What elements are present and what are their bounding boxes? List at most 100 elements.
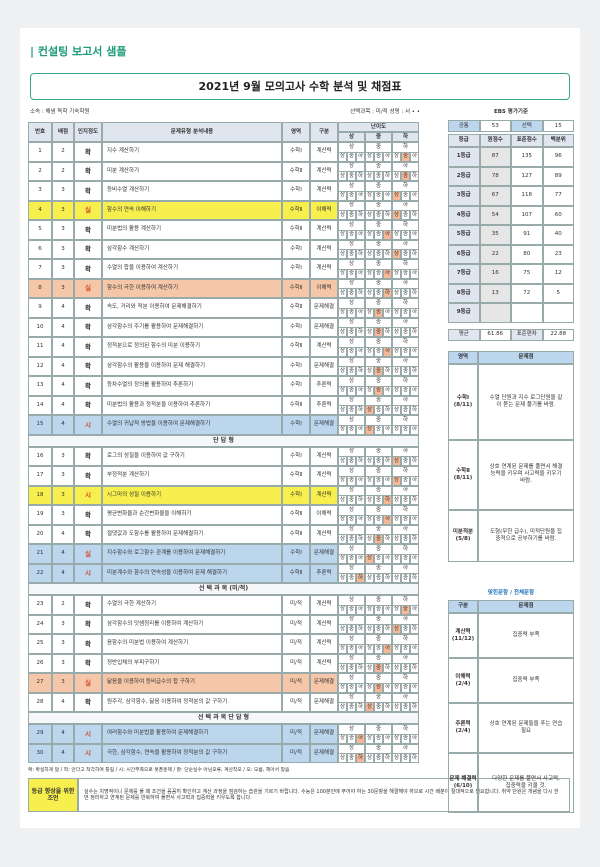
difficulty-cell: 중	[374, 190, 383, 201]
cell-level: 확	[74, 239, 102, 259]
panel-text: 집중력 부족	[478, 613, 574, 658]
cell-level: 확	[74, 317, 102, 337]
cell-content: 로그의 성질을 이용하여 값 구하기	[102, 446, 282, 466]
difficulty-cell: 하	[383, 475, 392, 486]
difficulty-cell: 하	[410, 663, 419, 673]
difficulty-group-label: 하	[392, 239, 419, 250]
cell-content: 여러함수와 미분법을 활용하여 문제해결하기	[102, 724, 282, 744]
difficulty-cell: 중	[401, 249, 410, 259]
column-header: 영역	[282, 122, 310, 142]
difficulty-cell: 중	[347, 624, 356, 634]
difficulty-cell: 하	[410, 307, 419, 318]
difficulty-cell: 하	[410, 553, 419, 564]
difficulty-cell: 상	[365, 327, 374, 337]
difficulty-cell: 중	[401, 210, 410, 220]
difficulty-cell: 중	[374, 682, 383, 693]
difficulty-cell: 하	[383, 210, 392, 220]
difficulty-cell: 중	[401, 268, 410, 279]
difficulty-cell: 중	[374, 385, 383, 396]
difficulty-group-label: 중	[365, 376, 392, 386]
difficulty-cell: 상	[392, 249, 401, 259]
difficulty-group-label: 상	[338, 356, 365, 367]
panel-text: 상호 연계된 문제들을 푸는 연습필요	[478, 703, 574, 753]
difficulty-group-label: 하	[392, 220, 419, 230]
cell-score: 3	[52, 446, 74, 466]
difficulty-cell: 중	[347, 456, 356, 466]
difficulty-cell: 상	[392, 229, 401, 240]
difficulty-cell: 중	[401, 475, 410, 486]
cell-no: 29	[28, 724, 52, 744]
cell-content: 속도, 거리와 적분 이용하여 문제해결하기	[102, 298, 282, 318]
difficulty-cell: 하	[383, 553, 392, 564]
cell-type: 문제해결	[310, 544, 338, 564]
difficulty-group-label: 상	[338, 395, 365, 406]
difficulty-group-label: 상	[338, 317, 365, 328]
difficulty-cell: 하	[410, 385, 419, 396]
difficulty-cell: 중	[401, 663, 410, 673]
cell-no: 2	[28, 161, 52, 181]
cell-score: 3	[52, 181, 74, 201]
cell-type: 계산력	[310, 466, 338, 486]
difficulty-cell: 중	[401, 573, 410, 583]
difficulty-cell: 상	[338, 514, 347, 525]
cell-type: 계산력	[310, 239, 338, 259]
difficulty-cell: 중	[401, 753, 410, 763]
grade-label: 4등급	[448, 205, 480, 225]
cell-no: 18	[28, 485, 52, 505]
cell-no: 8	[28, 278, 52, 298]
cell-area: 수학Ⅰ	[282, 485, 310, 505]
cell-area: 미/적	[282, 743, 310, 763]
difficulty-cell: 하	[356, 151, 365, 162]
student: 선택과목 : 미/적 성명 : 서 • •	[350, 108, 420, 115]
difficulty-cell: 상	[392, 475, 401, 486]
difficulty-cell: 하	[383, 405, 392, 415]
cell-type: 추론력	[310, 376, 338, 396]
panel-name-cell: 계산력 (11/12)	[448, 613, 478, 658]
cell-type: 문제해결	[310, 415, 338, 435]
difficulty-cell: 상	[365, 307, 374, 318]
cell-content: 정적분으로 정의된 함수의 미분 이용하기	[102, 337, 282, 357]
difficulty-cell: 하	[410, 456, 419, 466]
difficulty-cell: 상	[392, 624, 401, 634]
difficulty-group-label: 상	[338, 595, 365, 605]
cell-area: 미/적	[282, 653, 310, 673]
difficulty-cell: 하	[356, 327, 365, 337]
cell-level: 확	[74, 298, 102, 318]
grade-value: 118	[511, 186, 543, 206]
cell-no: 20	[28, 524, 52, 544]
cell-no: 9	[28, 298, 52, 318]
difficulty-cell: 중	[401, 624, 410, 634]
difficulty-cell: 상	[392, 553, 401, 564]
difficulty-cell: 하	[356, 229, 365, 240]
cell-no: 4	[28, 200, 52, 220]
difficulty-cell: 하	[356, 733, 365, 744]
difficulty-cell: 중	[374, 514, 383, 525]
difficulty-group-label: 상	[338, 278, 365, 289]
difficulty-group-label: 중	[365, 524, 392, 535]
cell-content: 부정적분 계산하기	[102, 466, 282, 486]
difficulty-group-label: 상	[338, 446, 365, 457]
cell-area: 수학Ⅰ	[282, 142, 310, 162]
cell-score: 2	[52, 161, 74, 181]
cell-level: 실	[74, 544, 102, 564]
difficulty-group-label: 하	[392, 395, 419, 406]
cell-no: 24	[28, 614, 52, 634]
difficulty-cell: 하	[383, 190, 392, 201]
cell-type: 추론력	[310, 395, 338, 415]
difficulty-cell: 상	[338, 171, 347, 181]
cell-level: 확	[74, 395, 102, 415]
cell-content: 미분법의 활용과 정적분을 이용하여 추론하기	[102, 395, 282, 415]
cell-area: 미/적	[282, 614, 310, 634]
cell-no: 21	[28, 544, 52, 564]
difficulty-group-label: 상	[338, 142, 365, 152]
difficulty-cell: 중	[374, 171, 383, 181]
cell-area: 수학Ⅰ	[282, 415, 310, 435]
difficulty-group-label: 중	[365, 142, 392, 152]
difficulty-cell: 상	[392, 643, 401, 654]
difficulty-cell: 하	[383, 604, 392, 615]
cell-type: 계산력	[310, 614, 338, 634]
cell-type: 문제해결	[310, 673, 338, 693]
grade-value: 127	[511, 166, 543, 186]
section-label: | 컨설팅 보고서 샘플	[30, 45, 127, 59]
difficulty-group-label: 상	[338, 743, 365, 754]
